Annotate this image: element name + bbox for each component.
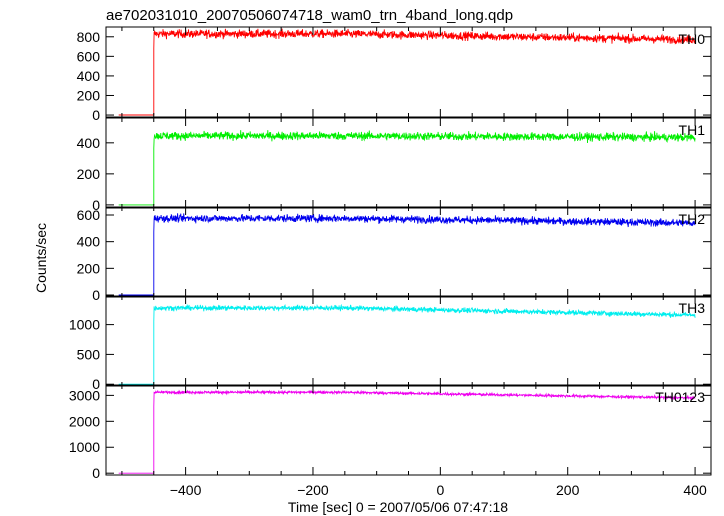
series-line-th1 <box>118 130 696 206</box>
series-line-th3 <box>118 303 696 385</box>
x-axis-label: Time [sec] 0 = 2007/05/06 07:47:18 <box>288 499 508 515</box>
x-tick-label: 400 <box>683 482 707 498</box>
y-tick-label: 0 <box>92 197 100 213</box>
x-tick-label: −400 <box>170 482 202 498</box>
y-tick-label: 0 <box>92 107 100 123</box>
series-line-th0 <box>118 28 696 116</box>
series-line-th2 <box>118 213 696 296</box>
y-tick-label: 400 <box>77 135 101 151</box>
series-line-th0123 <box>118 389 696 474</box>
y-tick-label: 200 <box>77 260 101 276</box>
y-tick-label: 600 <box>77 207 101 223</box>
series-label-th3: TH3 <box>679 300 706 316</box>
y-tick-label: 0 <box>92 287 100 303</box>
series-label-th0123: TH0123 <box>655 389 705 405</box>
y-tick-label: 400 <box>77 234 101 250</box>
panel-th3: 0 500 1000 TH3 <box>69 295 712 392</box>
panel-th0: 0 200 400 600 800 TH0 <box>77 26 712 123</box>
series-label-th0: TH0 <box>679 31 706 47</box>
panel-frame <box>105 384 712 476</box>
series-label-th1: TH1 <box>679 122 706 138</box>
y-tick-label: 0 <box>92 465 100 481</box>
y-axis-label: Counts/sec <box>33 223 49 293</box>
y-tick-label: 800 <box>77 29 101 45</box>
y-tick-label: 400 <box>77 68 101 84</box>
panel-th0123: 0 1000 2000 3000 TH0123 <box>69 384 712 481</box>
y-tick-label: 1000 <box>69 439 100 455</box>
x-tick-label: 0 <box>436 482 444 498</box>
panel-th2: 0 200 400 600 TH2 <box>77 206 712 303</box>
panel-th1: 0 200 400 TH1 <box>77 117 712 213</box>
y-tick-label: 1000 <box>69 317 100 333</box>
y-tick-label: 2000 <box>69 413 100 429</box>
x-tick-label: 200 <box>556 482 580 498</box>
y-tick-label: 0 <box>92 376 100 392</box>
y-tick-label: 600 <box>77 48 101 64</box>
y-tick-label: 200 <box>77 87 101 103</box>
y-tick-label: 200 <box>77 166 101 182</box>
y-tick-label: 500 <box>77 346 101 362</box>
chart-title: ae702031010_20070506074718_wam0_trn_4ban… <box>106 7 513 24</box>
y-tick-label: 3000 <box>69 387 100 403</box>
x-axis: −400 −200 0 200 400 <box>170 482 707 498</box>
series-label-th2: TH2 <box>679 211 706 227</box>
panel-frame <box>105 117 712 209</box>
x-tick-label: −200 <box>297 482 329 498</box>
